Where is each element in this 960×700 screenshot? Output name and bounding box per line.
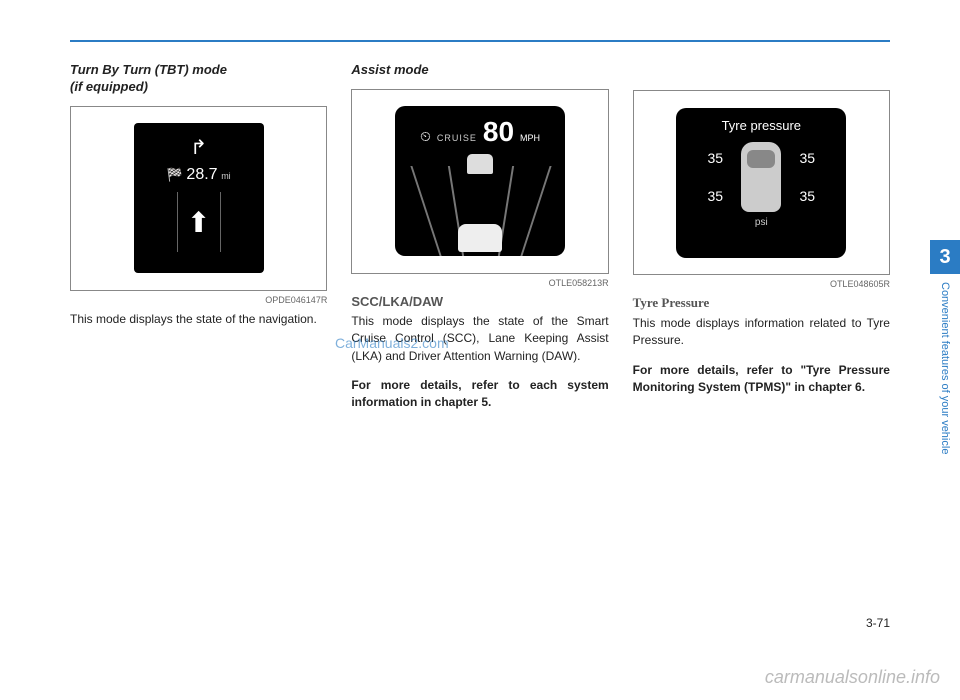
tbt-figure-caption: OPDE046147R	[70, 295, 327, 305]
scc-sub-heading: SCC/LKA/DAW	[351, 294, 608, 309]
own-car-icon	[458, 224, 502, 252]
cruise-icon: ⏲	[420, 128, 431, 145]
tyre-body: This mode displays information related t…	[633, 315, 890, 350]
ahead-arrow-icon: ⬆	[187, 206, 210, 239]
column-tyre: Tyre pressure 35 35 35 35 psi OTLE048605…	[633, 62, 890, 412]
tyre-screen: Tyre pressure 35 35 35 35 psi	[676, 108, 846, 258]
cruise-label: CRUISE	[437, 133, 477, 143]
assist-figure: ⏲ CRUISE 80 MPH	[351, 89, 608, 274]
lead-car-icon	[467, 154, 493, 174]
tyre-fl: 35	[708, 150, 724, 166]
lane-line	[520, 166, 551, 256]
tyre-unit: psi	[755, 217, 768, 228]
scc-ref: For more details, refer to each system i…	[351, 377, 608, 412]
tbt-direction-container: ⬆	[177, 192, 221, 252]
content-columns: Turn By Turn (TBT) mode (if equipped) ↱ …	[70, 62, 890, 412]
lane-line	[410, 166, 441, 256]
tyre-figure-caption: OTLE048605R	[633, 279, 890, 289]
cruise-unit: MPH	[520, 133, 540, 143]
tyre-figure: Tyre pressure 35 35 35 35 psi	[633, 90, 890, 275]
tbt-distance: 🏁 28.7 mi	[167, 166, 231, 184]
manual-page: Turn By Turn (TBT) mode (if equipped) ↱ …	[0, 0, 960, 700]
tyre-rr: 35	[800, 188, 816, 204]
tbt-heading: Turn By Turn (TBT) mode (if equipped)	[70, 62, 327, 96]
tyre-sub-heading: Tyre Pressure	[633, 295, 890, 311]
tyre-screen-title: Tyre pressure	[722, 118, 801, 133]
footer-source: carmanualsonline.info	[765, 667, 940, 688]
page-number: 3-71	[866, 616, 890, 630]
tbt-screen: ↱ 🏁 28.7 mi ⬆	[134, 123, 264, 273]
tbt-distance-value: 28.7	[186, 166, 217, 183]
tyre-grid: 35 35 35 35	[700, 143, 822, 211]
tyre-rl: 35	[708, 188, 724, 204]
chapter-tab: 3 Convenient features of your vehicle	[930, 240, 960, 454]
tbt-body: This mode displays the state of the navi…	[70, 311, 327, 328]
watermark: CarManuals2.com	[335, 335, 449, 351]
cruise-readout: ⏲ CRUISE 80 MPH	[395, 106, 565, 148]
chapter-label: Convenient features of your vehicle	[939, 282, 951, 454]
chapter-number: 3	[930, 240, 960, 274]
assist-heading: Assist mode	[351, 62, 608, 79]
assist-figure-caption: OTLE058213R	[351, 278, 608, 288]
tyre-car-icon	[741, 142, 781, 212]
column-assist: Assist mode ⏲ CRUISE 80 MPH	[351, 62, 608, 412]
cruise-screen: ⏲ CRUISE 80 MPH	[395, 106, 565, 256]
tyre-ref: For more details, refer to "Tyre Pressur…	[633, 362, 890, 397]
tbt-distance-unit: mi	[221, 171, 231, 181]
tyre-fr: 35	[800, 150, 816, 166]
column-tbt: Turn By Turn (TBT) mode (if equipped) ↱ …	[70, 62, 327, 412]
top-rule	[70, 40, 890, 42]
cruise-speed: 80	[483, 116, 514, 148]
tbt-figure: ↱ 🏁 28.7 mi ⬆	[70, 106, 327, 291]
turn-arrow-icon: ↱	[190, 135, 207, 160]
